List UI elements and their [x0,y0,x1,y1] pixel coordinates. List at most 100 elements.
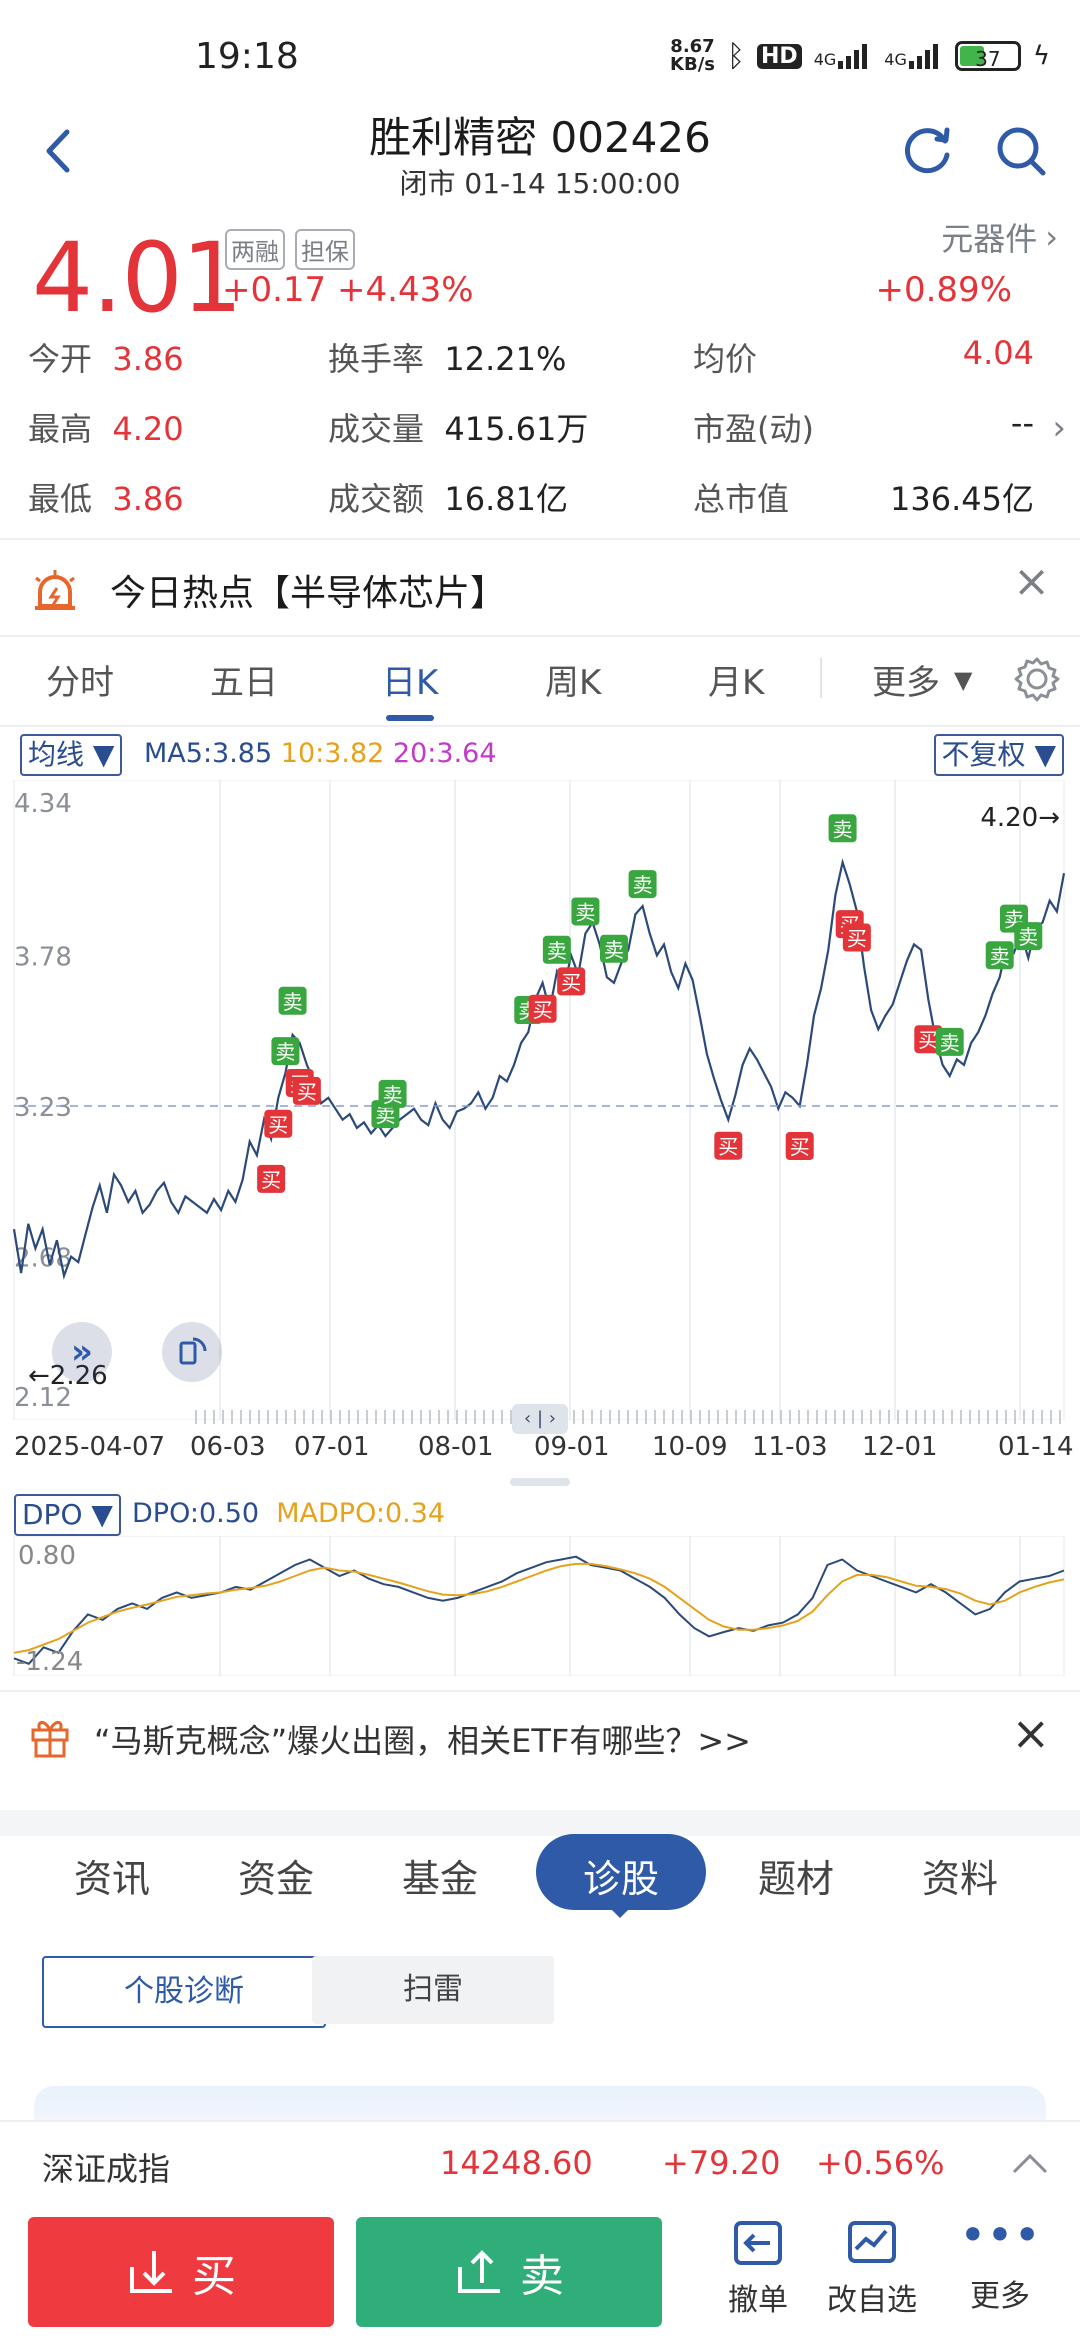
rotate-screen-icon[interactable] [162,1322,222,1382]
stock-diagnosis-button[interactable]: 个股诊断 [42,1956,326,2028]
cancel-order-button[interactable]: 撤单 [698,2215,818,2335]
more-button[interactable]: ••• 更多 [940,2212,1060,2335]
divider [0,1690,1080,1692]
tab-five-day[interactable]: 五日 [210,663,278,703]
quote-table: 今开 3.86 换手率 12.21% 均价 4.04 最高 4.20 成交量 4… [28,334,1034,518]
tab-more[interactable]: 更多 ▼ [872,663,973,703]
edit-watchlist-button[interactable]: 改自选 [812,2215,932,2335]
y-tick-label: 4.34 [14,789,72,819]
tab-diagnosis[interactable]: 诊股 [583,1857,660,1901]
dpo-chart[interactable]: 0.80 -1.24 [0,1536,1080,1676]
tab-day-k[interactable]: 日K [382,663,439,703]
active-section-pill [536,1834,706,1910]
sell-signal-marker: 卖 [571,897,600,926]
y-tick-label: 3.23 [14,1093,72,1123]
index-change: +79.20 [662,2144,781,2182]
watchlist-chart-icon [848,2221,896,2263]
chart-frame [13,780,1065,1420]
buy-signal-marker: 买 [264,1109,293,1138]
svg-text:卖: 卖 [833,817,853,841]
tab-themes[interactable]: 题材 [758,1857,835,1901]
promo-banner[interactable]: “马斯克概念”爆火出圈，相关ETF有哪些？>> × [0,1694,1080,1784]
search-button[interactable] [986,116,1056,186]
tab-week-k[interactable]: 周K [545,663,602,703]
svg-text:卖: 卖 [375,1103,395,1127]
svg-text:卖: 卖 [633,873,653,897]
svg-text:买: 买 [297,1080,317,1104]
expand-arrow-icon[interactable]: » [52,1322,112,1382]
buy-signal-marker: 买 [528,994,557,1023]
svg-text:买: 买 [847,927,867,951]
close-icon[interactable]: × [1013,556,1050,607]
x-tick-label: 07-01 [294,1432,370,1462]
index-ticker[interactable]: 深证成指 14248.60 +79.20 +0.56% [0,2120,1080,2214]
x-tick-label: 11-03 [752,1432,828,1462]
tab-month-k[interactable]: 月K [708,663,765,703]
sell-signal-marker: 卖 [628,870,657,899]
dpo-values: DPO:0.50 MADPO:0.34 [132,1498,446,1529]
buy-signal-marker: 买 [785,1132,814,1160]
sell-signal-marker: 卖 [271,1037,300,1066]
sell-arrow-icon [458,2250,500,2293]
gear-icon[interactable] [1014,656,1060,702]
gift-icon [31,1721,69,1758]
tab-news[interactable]: 资讯 [74,1857,151,1901]
sell-button[interactable]: 卖 [356,2217,662,2327]
x-tick-label: 2025-04-07 [14,1432,166,1462]
sell-signal-marker: 卖 [278,986,307,1015]
ma-values: MA5:3.85 10:3.82 20:3.64 [144,738,497,769]
adjust-select[interactable]: 不复权 ▼ [933,734,1064,776]
x-tick-label: 09-01 [534,1432,610,1462]
promo-text: “马斯克概念”爆火出圈，相关ETF有哪些？>> [94,1722,751,1760]
hd-icon: HD [757,43,802,69]
tab-minute[interactable]: 分时 [46,663,114,703]
y-tick-label: 2.12 [14,1383,72,1413]
price-chart[interactable]: 4.343.783.232.682.12 买买卖卖买买卖卖卖买卖买卖卖卖买买卖买… [0,780,1080,1420]
price-line [12,858,1066,1280]
dpo-frame [13,1536,1065,1676]
ma-select[interactable]: 均线 ▼ [20,734,123,776]
buy-signal-marker: 买 [714,1131,743,1160]
tab-profile[interactable]: 资料 [922,1857,999,1901]
refresh-button[interactable] [892,116,962,186]
chevron-up-icon[interactable] [1010,2150,1050,2176]
max-price-label: 4.20→ [980,803,1060,833]
x-tick-label: 08-01 [418,1432,494,1462]
svg-text:买: 买 [790,1135,810,1159]
min-price-label: ←2.26 [28,1361,108,1391]
dpo-axis-bottom: -1.24 [16,1647,83,1676]
svg-text:买: 买 [718,1135,738,1159]
svg-text:卖: 卖 [575,900,595,924]
x-tick-label: 12-01 [862,1432,938,1462]
hot-topic-bar[interactable]: 今日热点【半导体芯片】 × [0,550,1080,630]
market-status: 闭市 01-14 15:00:00 [399,167,681,200]
close-icon[interactable]: × [1011,1706,1050,1760]
sector-link[interactable]: 元器件 › [941,218,1058,258]
svg-text:卖: 卖 [383,1083,403,1107]
margin-tag: 两融 [225,229,285,270]
tab-fund[interactable]: 基金 [402,1857,479,1901]
risk-scan-button[interactable]: 扫雷 [312,1956,554,2024]
quote-more-chevron-icon[interactable]: › [1052,408,1066,448]
svg-text:卖: 卖 [547,939,567,963]
status-icons: 8.67 KB/s ᛒ HD 4G 4G 37 ϟ [670,38,1050,74]
svg-text:买: 买 [533,998,553,1022]
drag-handle-icon[interactable]: ‹ | › [512,1404,568,1434]
buy-signal-marker: 买 [292,1076,321,1105]
svg-text:卖: 卖 [940,1031,960,1055]
index-name: 深证成指 [42,2150,171,2188]
pill-pointer [608,1906,632,1918]
tab-separator [820,658,822,698]
price-change: +0.17 +4.43% [222,270,474,310]
buy-button[interactable]: 买 [28,2217,334,2327]
indicator-select[interactable]: DPO ▼ [14,1494,121,1536]
svg-text:卖: 卖 [275,1040,295,1064]
signal-icon-1: 4G [814,43,873,69]
back-button[interactable] [24,116,94,186]
sell-signal-marker: 卖 [378,1079,407,1108]
svg-text:买: 买 [918,1028,938,1052]
tab-funds-flow[interactable]: 资金 [238,1857,315,1901]
svg-text:买: 买 [561,970,581,994]
time-ruler[interactable] [195,1410,1065,1424]
splitter-handle[interactable] [510,1478,570,1486]
